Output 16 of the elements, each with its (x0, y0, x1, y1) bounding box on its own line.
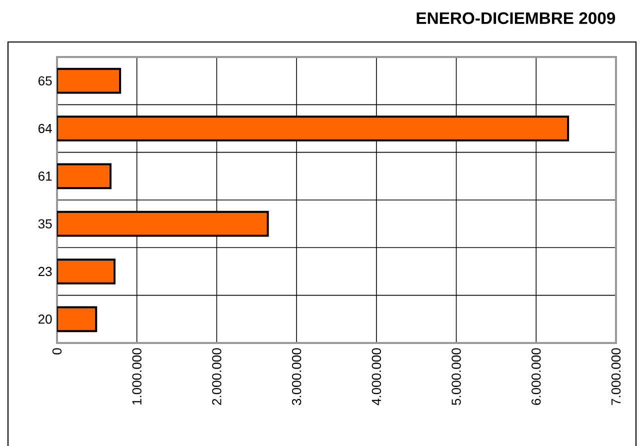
y-tick-label: 20 (38, 314, 52, 324)
chart-title: ENERO-DICIEMBRE 2009 (416, 12, 616, 24)
y-tick-label: 64 (38, 124, 52, 134)
y-tick-label: 65 (38, 76, 52, 86)
x-tick-label: 4.000.000 (372, 348, 382, 406)
x-tick-label: 7.000.000 (611, 348, 621, 405)
x-tick-label: 1.000.000 (132, 348, 142, 405)
y-tick-label: 23 (38, 266, 52, 276)
x-tick-label: 3.000.000 (292, 348, 302, 406)
y-tick-label: 35 (38, 219, 52, 228)
bar (57, 116, 570, 142)
x-tick-label: 2.000.000 (212, 348, 222, 405)
x-tick-label: 5.000.000 (452, 348, 461, 406)
x-tick-label: 6.000.000 (532, 348, 541, 405)
y-tick-label: 61 (38, 172, 52, 181)
x-tick-label: 0 (52, 348, 62, 354)
